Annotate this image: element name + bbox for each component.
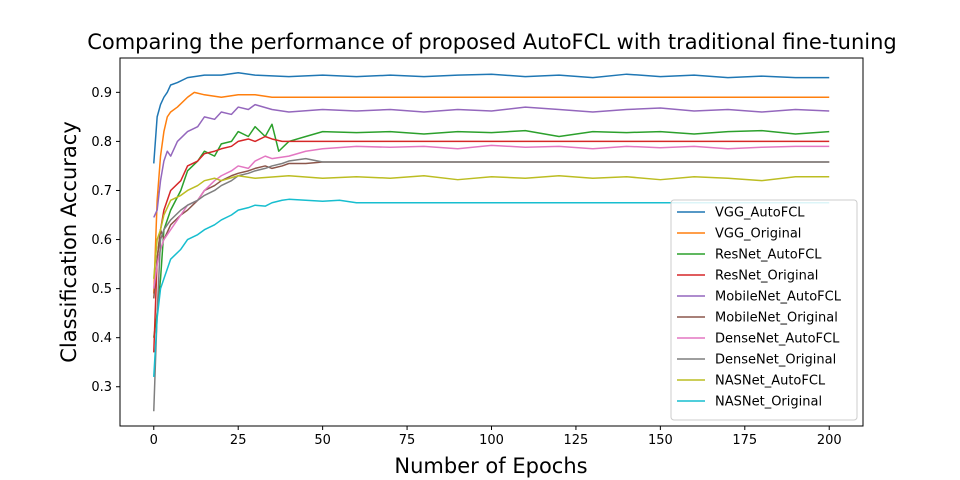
legend-label-1: VGG_Original (715, 227, 801, 242)
legend-label-3: ResNet_Original (715, 269, 818, 284)
x-tick-label-0: 0 (150, 433, 158, 448)
x-tick-label-2: 50 (314, 433, 331, 448)
x-tick-label-1: 25 (230, 433, 247, 448)
y-tick-label-5: 0.8 (91, 135, 112, 150)
x-tick-label-5: 125 (564, 433, 589, 448)
legend-label-0: VGG_AutoFCL (715, 206, 805, 221)
series-line-9 (153, 198, 830, 377)
x-tick-label-6: 150 (648, 433, 673, 448)
y-axis-ticks: 0.3 0.4 0.5 0.6 0.7 0.8 0.9 (91, 86, 120, 395)
series-line-6 (153, 144, 830, 289)
x-tick-label-7: 175 (732, 433, 757, 448)
legend-label-6: DenseNet_AutoFCL (715, 332, 840, 347)
y-tick-label-1: 0.4 (91, 331, 112, 346)
legend-label-4: MobileNet_AutoFCL (715, 290, 842, 305)
x-tick-label-4: 100 (479, 433, 504, 448)
legend-label-5: MobileNet_Original (715, 311, 838, 326)
chart-title: Comparing the performance of proposed Au… (87, 30, 897, 54)
series-line-2 (153, 123, 830, 338)
y-tick-label-3: 0.6 (91, 233, 112, 248)
legend-label-9: NASNet_Original (715, 395, 822, 410)
x-axis-label: Number of Epochs (394, 454, 587, 478)
series-line-4 (153, 103, 830, 218)
y-axis-label: Classification Accuracy (57, 121, 81, 363)
y-tick-label-4: 0.7 (91, 184, 112, 199)
series-layer (153, 71, 830, 412)
series-line-8 (153, 175, 830, 279)
legend-box (670, 199, 858, 421)
x-tick-label-3: 75 (399, 433, 416, 448)
series-line-1 (153, 91, 830, 294)
legend-label-7: DenseNet_Original (715, 353, 836, 368)
legend-label-8: NASNet_AutoFCL (715, 374, 826, 389)
legend-label-2: ResNet_AutoFCL (715, 248, 822, 263)
series-line-0 (153, 71, 830, 164)
series-line-3 (153, 135, 830, 353)
series-line-7 (153, 157, 830, 412)
legend: VGG_AutoFCL VGG_Original ResNet_AutoFCL Res… (670, 199, 858, 421)
y-tick-label-2: 0.5 (91, 282, 112, 297)
y-tick-label-6: 0.9 (91, 86, 112, 101)
y-tick-label-0: 0.3 (91, 380, 112, 395)
x-axis-ticks: 0 25 50 75 100 125 150 175 200 (150, 426, 842, 448)
series-line-5 (153, 161, 830, 299)
x-tick-label-8: 200 (817, 433, 842, 448)
